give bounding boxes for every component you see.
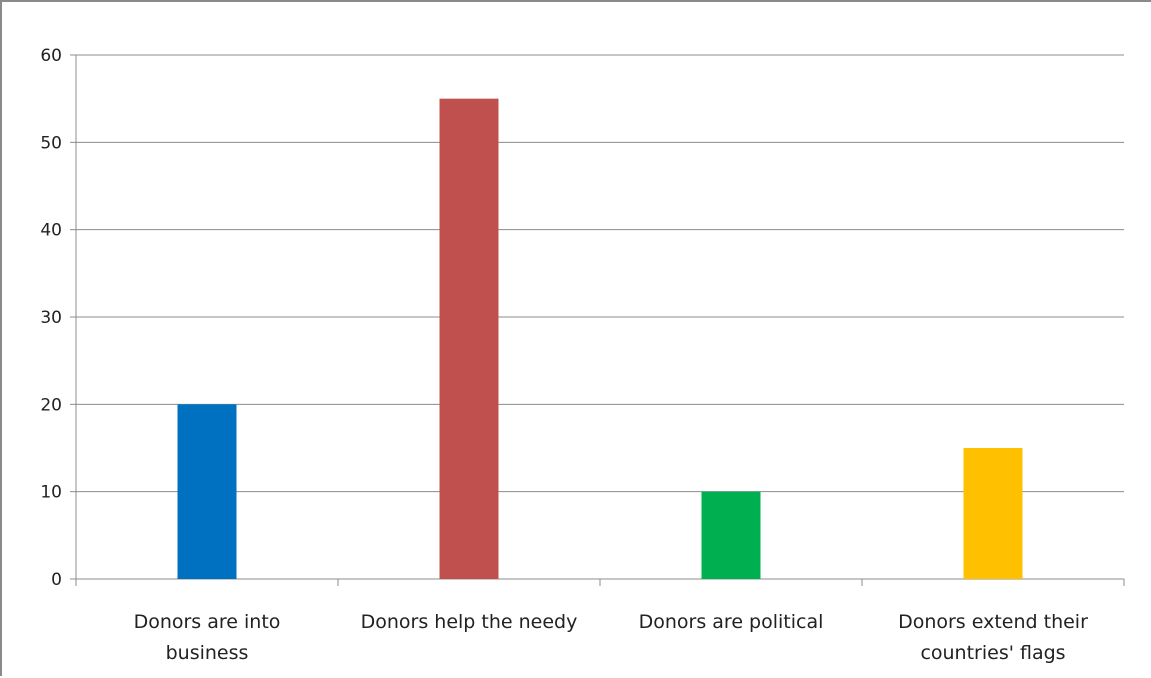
bar-3	[701, 491, 761, 579]
x-axis-category-labels: Donors are into business Donors help the n…	[134, 611, 1089, 664]
y-tick-label: 0	[51, 570, 62, 590]
bar-1	[177, 404, 237, 579]
y-tick-label: 50	[40, 133, 62, 153]
y-tick-label: 10	[40, 483, 62, 503]
y-tick-label: 20	[40, 395, 62, 415]
category-label: Donors help the needy	[361, 611, 578, 633]
category-label: Donors are into business	[134, 611, 281, 664]
category-label: Donors extend their countries' flags	[898, 611, 1088, 664]
y-tick-label: 40	[40, 221, 62, 241]
bars	[177, 98, 1023, 580]
category-label: Donors are political	[639, 611, 824, 633]
bar-4	[963, 448, 1023, 579]
bar-2	[439, 98, 499, 580]
axes	[70, 54, 1125, 586]
y-axis-tick-labels: 0 10 20 30 40 50 60	[40, 46, 62, 590]
gridlines	[76, 54, 1124, 493]
y-tick-label: 30	[40, 308, 62, 328]
y-tick-label: 60	[40, 46, 62, 66]
